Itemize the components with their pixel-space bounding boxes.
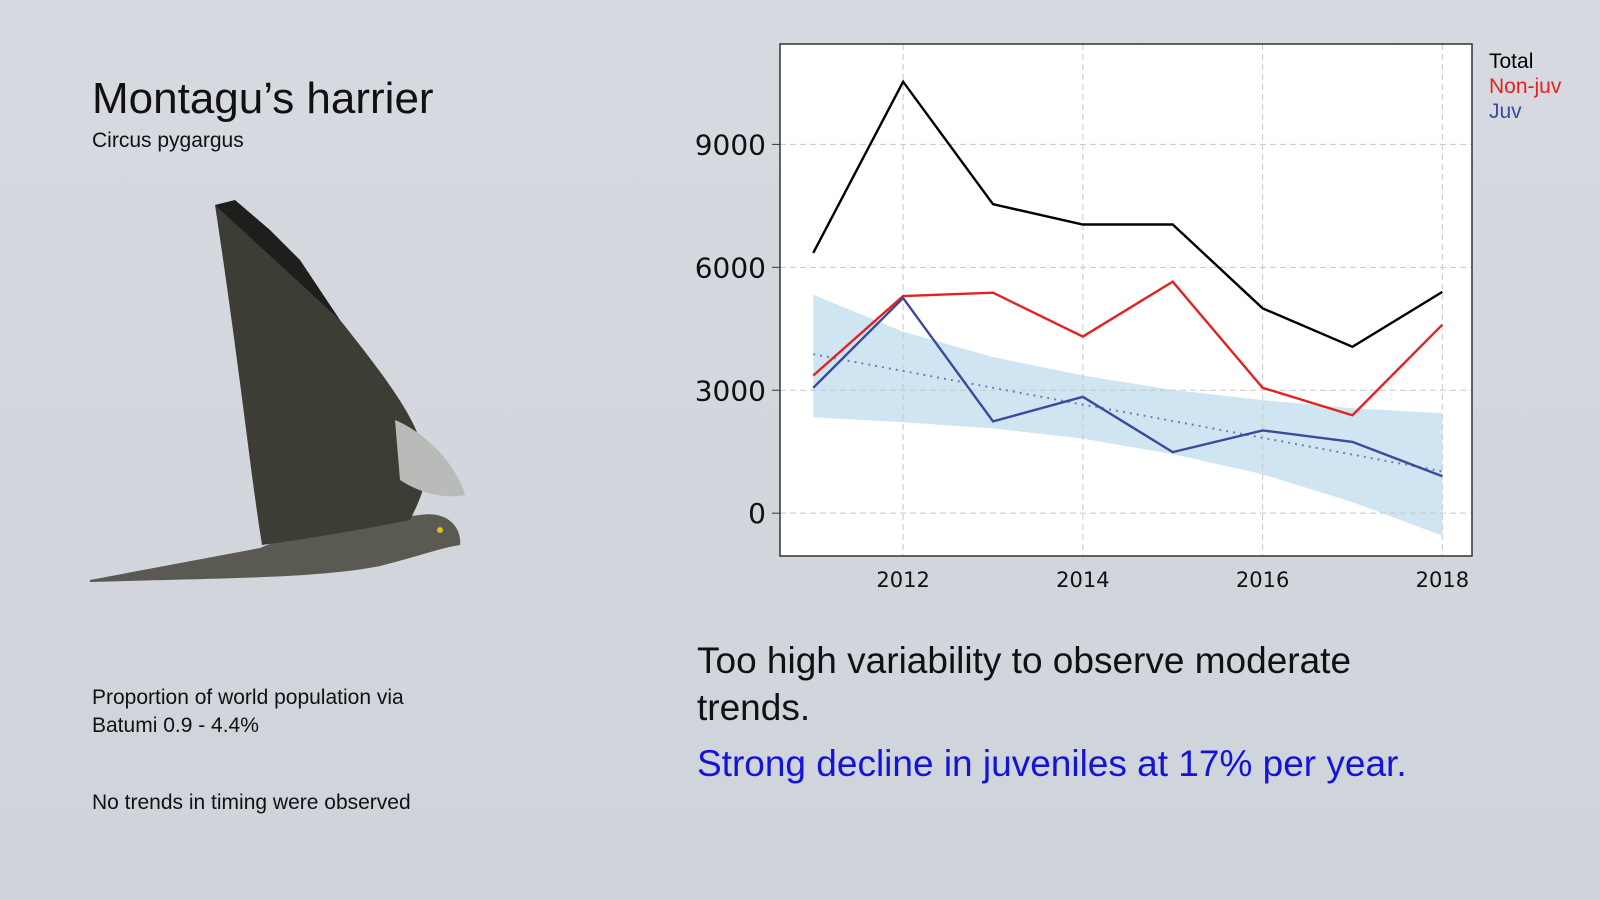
legend-entry: Non-juv	[1489, 75, 1562, 98]
confidence-band	[813, 294, 1443, 536]
x-tick-label: 2012	[876, 568, 929, 592]
y-tick-label: 6000	[695, 251, 766, 284]
y-tick-label: 3000	[695, 374, 766, 407]
legend-entry: Juv	[1489, 100, 1522, 123]
legend-entry: Total	[1489, 50, 1533, 73]
series-line	[812, 296, 1443, 478]
x-tick-label: 2018	[1416, 568, 1469, 592]
trend-line	[813, 353, 1443, 473]
series-line	[812, 280, 1444, 417]
x-tick-label: 2014	[1056, 568, 1109, 592]
title: Montagu’s harrier	[92, 74, 434, 123]
conclusion: trends.	[697, 687, 810, 728]
note: Batumi 0.9 - 4.4%	[92, 714, 259, 737]
y-tick-label: 0	[748, 497, 766, 530]
plot-frame	[779, 43, 1473, 557]
highlight: Strong decline in juveniles at 17% per y…	[697, 743, 1407, 784]
subtitle: Circus pygargus	[92, 129, 244, 152]
note: No trends in timing were observed	[92, 791, 411, 814]
conclusion: Too high variability to observe moderate	[697, 640, 1351, 681]
series-line	[812, 79, 1443, 349]
y-tick-label: 9000	[695, 128, 766, 161]
note: Proportion of world population via	[92, 686, 404, 709]
x-tick-label: 2016	[1236, 568, 1289, 592]
bird-illustration	[90, 200, 465, 582]
